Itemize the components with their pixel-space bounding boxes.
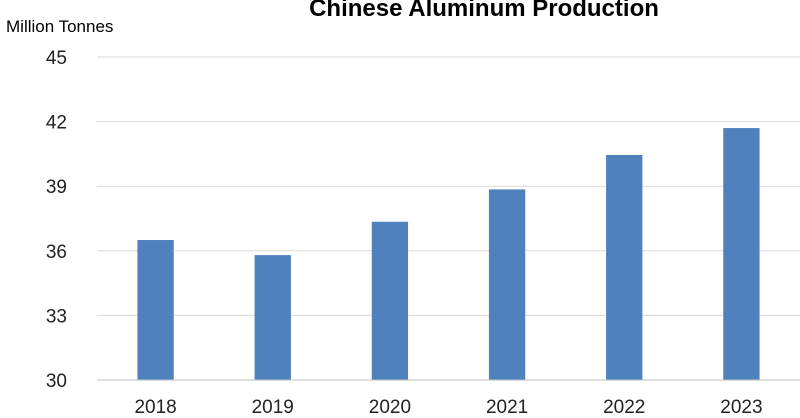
x-tick-label: 2018 [134, 397, 176, 418]
bar-2020 [371, 221, 409, 380]
y-tick-label: 45 [46, 48, 67, 69]
y-tick-label: 33 [46, 306, 67, 327]
y-axis-ticks: 30 33 36 39 42 45 [46, 48, 67, 392]
chart-title: Chinese Aluminum Production [309, 0, 659, 22]
bar-2021 [488, 189, 526, 380]
y-tick-label: 30 [46, 371, 67, 392]
bar-2019 [254, 255, 291, 380]
x-tick-label: 2019 [252, 397, 294, 418]
y-tick-label: 39 [46, 177, 67, 198]
x-tick-label: 2021 [486, 397, 528, 418]
bars [137, 128, 760, 380]
x-tick-label: 2023 [720, 397, 762, 418]
y-tick-label: 36 [46, 242, 67, 263]
bar-2023 [723, 128, 760, 380]
bar-2018 [137, 240, 174, 380]
x-tick-label: 2022 [603, 397, 645, 418]
y-tick-label: 42 [46, 113, 67, 134]
gridlines [97, 56, 800, 316]
x-axis-ticks: 2018 2019 2020 2021 2022 2023 [134, 397, 762, 418]
y-axis-label: Million Tonnes [6, 17, 113, 36]
bar-2022 [606, 154, 643, 380]
x-tick-label: 2020 [369, 397, 411, 418]
